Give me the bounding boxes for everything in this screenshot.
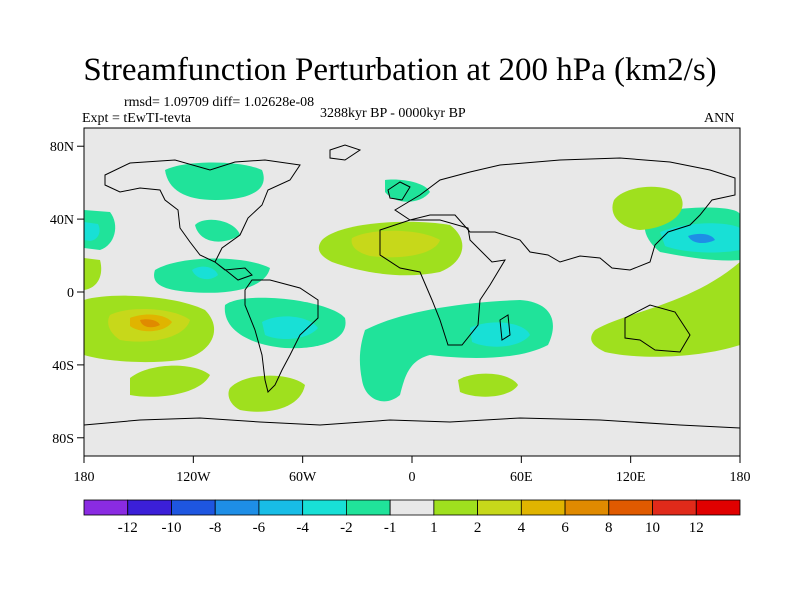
season-label: ANN bbox=[704, 111, 735, 126]
colorbar-swatch bbox=[389, 499, 435, 516]
peak-positive-center bbox=[140, 319, 160, 328]
colorbar-labels: -12 -10 -8 -6 -4 -2 -1 1 2 4 6 8 10 12 bbox=[118, 520, 704, 536]
colorbar-label: 2 bbox=[474, 520, 482, 536]
experiment-label: Expt = tEwTI-tevta bbox=[82, 111, 191, 126]
colorbar-swatch bbox=[214, 499, 260, 516]
map-title: Streamfunction Perturbation at 200 hPa (… bbox=[83, 52, 717, 88]
greenland-coast bbox=[329, 144, 362, 161]
colorbar-label: -10 bbox=[161, 520, 181, 536]
colorbar-label: -6 bbox=[253, 520, 266, 536]
colorbar-label: -8 bbox=[209, 520, 222, 536]
lat-tick-label: 0 bbox=[67, 286, 74, 301]
lon-tick-label: 180 bbox=[730, 470, 751, 485]
lon-tick-label: 180 bbox=[74, 470, 95, 485]
anomaly-fields bbox=[84, 144, 740, 429]
africa-coast bbox=[379, 219, 506, 346]
madagascar-coast bbox=[499, 314, 511, 341]
colorbar-swatch bbox=[171, 499, 216, 516]
colorbar-label: -1 bbox=[384, 520, 397, 536]
colorbar-swatch bbox=[652, 499, 697, 516]
lon-tick-label: 120W bbox=[176, 470, 211, 485]
lon-tick-label: 0 bbox=[409, 470, 416, 485]
colorbar-swatch bbox=[520, 499, 566, 516]
colorbar-swatch bbox=[608, 499, 653, 516]
south-america-coast bbox=[244, 279, 319, 393]
lat-tick-label: 80S bbox=[52, 432, 74, 447]
north-america-coast bbox=[104, 159, 301, 281]
coastlines bbox=[84, 144, 740, 429]
lat-tick-label: 40N bbox=[50, 213, 74, 228]
colorbar-swatch bbox=[564, 499, 610, 516]
colorbar-swatch bbox=[258, 499, 304, 516]
colorbar-swatch bbox=[83, 499, 129, 516]
colorbar-label: 12 bbox=[689, 520, 704, 536]
antarctica-coast bbox=[84, 417, 740, 429]
colorbar-label: 6 bbox=[561, 520, 569, 536]
colorbar-label: 4 bbox=[518, 520, 526, 536]
colorbar bbox=[83, 499, 741, 516]
longitude-axis: 180 120W 60W 0 60E 120E 180 bbox=[74, 456, 751, 485]
colorbar-label: -4 bbox=[296, 520, 309, 536]
colorbar-label: -2 bbox=[340, 520, 353, 536]
colorbar-swatch bbox=[302, 499, 347, 516]
latitude-axis: 80N 40N 0 40S 80S bbox=[50, 140, 84, 447]
colorbar-label: 10 bbox=[645, 520, 660, 536]
british-isles-coast bbox=[387, 181, 411, 201]
peak-negative-core bbox=[688, 233, 715, 244]
colorbar-label: 1 bbox=[430, 520, 438, 536]
colorbar-swatch bbox=[477, 499, 522, 516]
lat-tick-label: 80N bbox=[50, 140, 74, 155]
eurasia-coast bbox=[394, 157, 736, 271]
lon-tick-label: 60W bbox=[289, 470, 317, 485]
colorbar-label: 8 bbox=[605, 520, 613, 536]
australia-coast bbox=[624, 304, 691, 353]
lat-tick-label: 40S bbox=[52, 359, 74, 374]
colorbar-swatch bbox=[433, 499, 479, 516]
lon-tick-label: 120E bbox=[616, 470, 646, 485]
stats-label: rmsd= 1.09709 diff= 1.02628e-08 bbox=[124, 95, 315, 110]
period-label: 3288kyr BP - 0000kyr BP bbox=[320, 106, 466, 121]
colorbar-swatch bbox=[127, 499, 172, 516]
colorbar-swatch bbox=[345, 499, 391, 516]
lon-tick-label: 60E bbox=[510, 470, 533, 485]
colorbar-label: -12 bbox=[118, 520, 138, 536]
colorbar-swatch bbox=[695, 499, 741, 516]
